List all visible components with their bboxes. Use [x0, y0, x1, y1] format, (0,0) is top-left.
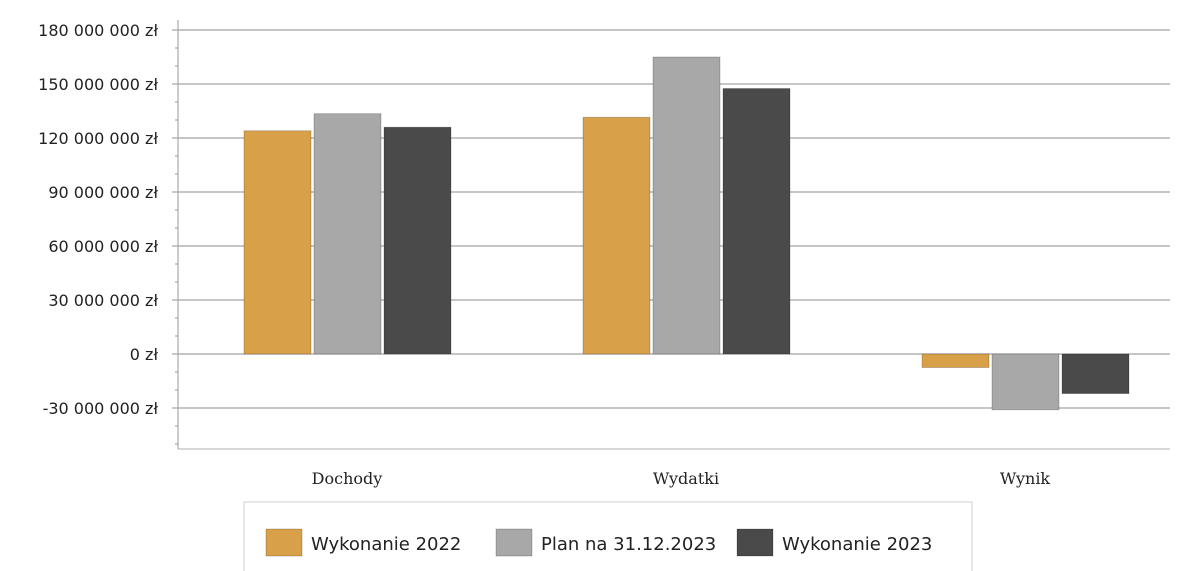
y-tick-label: 30 000 000 zł: [48, 291, 158, 310]
y-tick-label: 180 000 000 zł: [38, 21, 158, 40]
bar-wynik-0: [921, 353, 990, 368]
y-tick-label: 90 000 000 zł: [48, 183, 158, 202]
legend: Wykonanie 2022 Plan na 31.12.2023 Wykonani…: [243, 501, 973, 571]
legend-label: Wykonanie 2023: [782, 534, 932, 555]
legend-box: [243, 501, 973, 571]
category-labels: Dochody Wydatki Wynik: [312, 469, 1051, 488]
legend-label: Plan na 31.12.2023: [541, 534, 716, 555]
legend-swatch: [495, 528, 533, 557]
y-axis: 180 000 000 zł 150 000 000 zł 120 000 000 …: [38, 20, 1170, 450]
bar-wydatki-2: [722, 88, 791, 355]
legend-swatch: [736, 528, 774, 557]
bar-wydatki-1: [652, 56, 721, 355]
y-tick-label: 150 000 000 zł: [38, 75, 158, 94]
y-tick-label: 0 zł: [130, 345, 159, 364]
bar-dochody-2: [383, 126, 452, 355]
y-tick-label: 60 000 000 zł: [48, 237, 158, 256]
bar-dochody-0: [243, 130, 312, 355]
y-tick-label: 120 000 000 zł: [38, 129, 158, 148]
bar-dochody-1: [313, 113, 382, 355]
legend-label: Wykonanie 2022: [311, 534, 461, 555]
category-label: Wydatki: [653, 469, 719, 488]
category-label: Dochody: [312, 469, 383, 488]
bar-wydatki-0: [582, 116, 651, 355]
category-label: Wynik: [1000, 469, 1051, 488]
bar-wynik-1: [991, 353, 1060, 411]
bar-wynik-2: [1061, 353, 1130, 394]
bars: [243, 56, 1130, 411]
y-tick-label: -30 000 000 zł: [43, 399, 159, 418]
legend-swatch: [265, 528, 303, 557]
